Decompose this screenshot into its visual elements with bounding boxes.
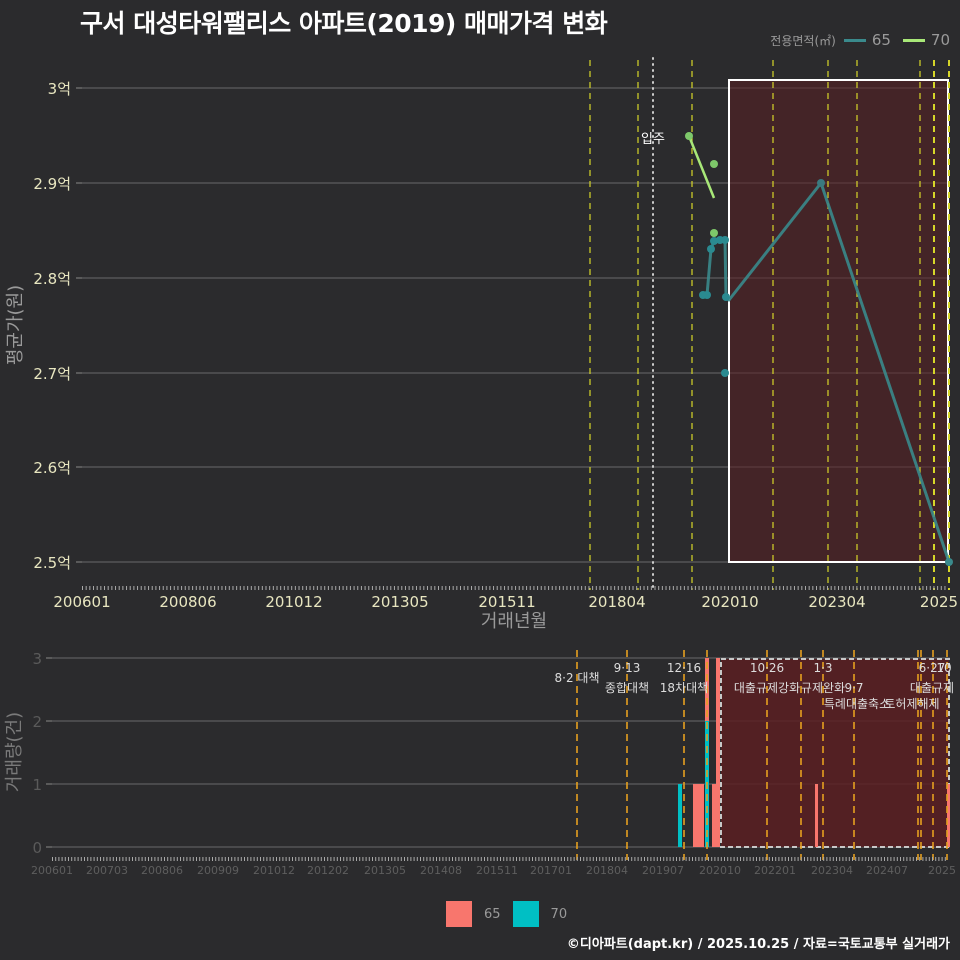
bar-65-202006 <box>693 784 704 847</box>
svg-text:2: 2 <box>32 713 42 731</box>
svg-text:200909: 200909 <box>197 864 239 877</box>
svg-text:2.9억: 2.9억 <box>33 175 71 193</box>
svg-text:3: 3 <box>32 650 42 668</box>
svg-text:201012: 201012 <box>253 864 295 877</box>
top-chart: 입주 3억 2.9억 2.8억 2.7억 2. <box>5 57 958 632</box>
policy-lines-top <box>589 60 950 590</box>
top-y-axis-title: 평균가(원) <box>5 285 26 365</box>
svg-text:201305: 201305 <box>364 864 406 877</box>
bottom-legend: 65 70 <box>446 901 579 927</box>
svg-text:토허제해제: 토허제해제 <box>884 697 939 711</box>
svg-text:9·13: 9·13 <box>614 661 641 675</box>
legend-area: 전용면적(㎡) 65 70 <box>770 31 950 49</box>
svg-text:8·2 대책: 8·2 대책 <box>555 670 600 685</box>
svg-text:2.6억: 2.6억 <box>33 459 71 477</box>
chart-title: 구서 대성타워팰리스 아파트(2019) 매매가격 변화 <box>80 9 608 38</box>
svg-text:12·16: 12·16 <box>667 661 701 675</box>
legend-swatch-70 <box>902 38 925 42</box>
svg-text:202010: 202010 <box>701 593 758 611</box>
svg-text:0: 0 <box>32 839 42 857</box>
svg-text:18차대책: 18차대책 <box>660 680 708 695</box>
svg-text:10·26: 10·26 <box>750 661 784 675</box>
legend-bottom-label-70: 70 <box>550 906 568 922</box>
top-ytick-marks <box>76 87 82 563</box>
legend-label-70: 70 <box>930 31 950 49</box>
svg-text:특례대출축소: 특례대출축소 <box>824 697 890 711</box>
svg-text:201408: 201408 <box>420 864 462 877</box>
svg-text:3억: 3억 <box>48 80 71 98</box>
svg-text:202304: 202304 <box>808 593 865 611</box>
top-x-axis-title: 거래년월 <box>481 611 547 632</box>
svg-text:대출규제강화: 대출규제강화 <box>734 681 800 695</box>
bar-65-202509 <box>947 784 950 847</box>
svg-text:200806: 200806 <box>141 864 183 877</box>
svg-text:201202: 201202 <box>307 864 349 877</box>
svg-text:2025: 2025 <box>928 864 956 877</box>
source-credit: ©디아파트(dapt.kr) / 2025.10.25 / 자료=국토교통부 실… <box>566 937 950 952</box>
move-in-label: 입주 <box>641 132 665 147</box>
svg-text:202010: 202010 <box>699 864 741 877</box>
svg-text:201012: 201012 <box>265 593 322 611</box>
policy-lines-bottom <box>576 650 948 860</box>
svg-text:9·7: 9·7 <box>844 681 863 695</box>
svg-text:202407: 202407 <box>866 864 908 877</box>
svg-text:종합대책: 종합대책 <box>605 680 649 695</box>
bar-65-202010 <box>716 658 720 847</box>
highlight-box <box>728 79 949 563</box>
svg-text:10: 10 <box>936 661 951 675</box>
bar-65-202212 <box>815 784 818 847</box>
svg-text:201907: 201907 <box>642 864 684 877</box>
bottom-chart: 8·2 대책 9·13 종합대책 12·16 18차대책 10·26 대출규제강… <box>4 650 956 877</box>
series-65 <box>699 179 953 566</box>
svg-text:202304: 202304 <box>811 864 853 877</box>
svg-text:2.5억: 2.5억 <box>33 554 71 572</box>
svg-text:2025: 2025 <box>920 593 958 611</box>
svg-text:200806: 200806 <box>159 593 216 611</box>
bottom-highlight-box <box>720 658 950 848</box>
svg-text:규제완화: 규제완화 <box>801 681 845 695</box>
svg-text:200601: 200601 <box>53 593 110 611</box>
legend-swatch-65 <box>843 38 866 42</box>
bottom-y-labels: 3 2 1 0 <box>32 650 42 857</box>
legend-label-65: 65 <box>871 31 891 49</box>
svg-text:2.8억: 2.8억 <box>33 270 71 288</box>
series-70 <box>685 132 718 237</box>
svg-text:200703: 200703 <box>86 864 128 877</box>
legend-bottom-label-65: 65 <box>484 906 501 922</box>
svg-text:202201: 202201 <box>754 864 796 877</box>
svg-text:1·3: 1·3 <box>813 661 832 675</box>
bottom-y-axis-title: 거래량(건) <box>4 712 25 792</box>
svg-text:200601: 200601 <box>31 864 73 877</box>
svg-text:201511: 201511 <box>476 864 518 877</box>
svg-text:1: 1 <box>32 776 42 794</box>
svg-text:201305: 201305 <box>371 593 428 611</box>
top-y-labels: 3억 2.9억 2.8억 2.7억 2.6억 2.5억 <box>33 80 71 572</box>
bottom-x-labels: 200601 200703 200806 200909 201012 20120… <box>31 864 956 877</box>
top-x-labels: 200601 200806 201012 201305 201511 20180… <box>53 593 958 611</box>
svg-text:2.7억: 2.7억 <box>33 365 71 383</box>
svg-text:6·27: 6·27 <box>919 661 946 675</box>
svg-text:201701: 201701 <box>530 864 572 877</box>
bar-70-201912 <box>678 784 682 847</box>
legend-box-70 <box>512 901 539 927</box>
svg-text:201804: 201804 <box>588 593 645 611</box>
legend-title: 전용면적(㎡) <box>770 33 836 48</box>
svg-text:201804: 201804 <box>586 864 628 877</box>
svg-text:201511: 201511 <box>478 593 535 611</box>
svg-text:대출규제: 대출규제 <box>910 681 954 695</box>
policy-labels: 8·2 대책 9·13 종합대책 12·16 18차대책 10·26 대출규제강… <box>555 661 955 711</box>
legend-box-65 <box>446 901 472 927</box>
